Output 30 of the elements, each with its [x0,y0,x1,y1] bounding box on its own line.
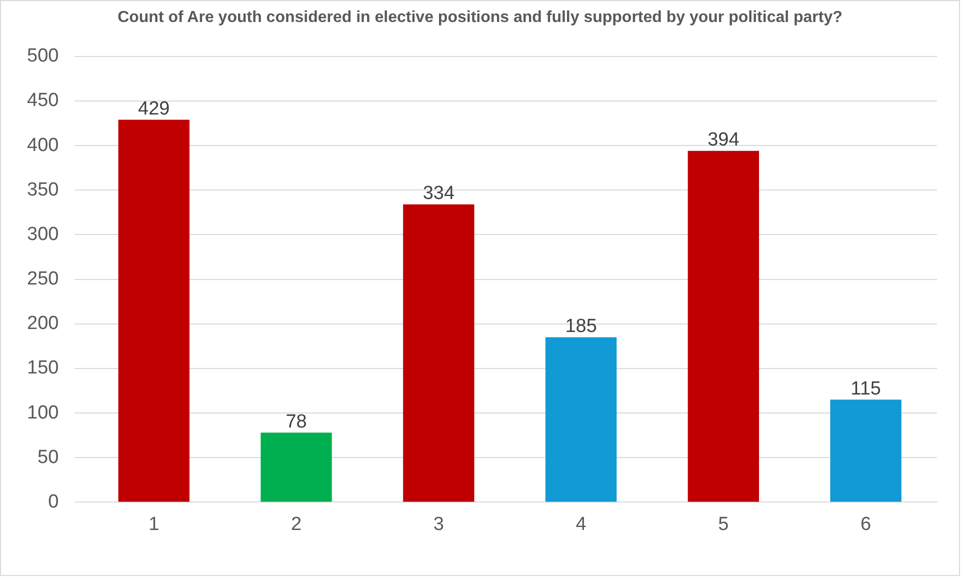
data-label: 185 [565,316,597,337]
data-label: 394 [708,130,740,151]
y-tick-label: 350 [27,179,59,200]
data-label: 429 [138,98,170,120]
bar [830,400,902,502]
bar [260,432,332,502]
x-tick-label: 6 [860,514,872,535]
data-label: 334 [422,183,455,204]
y-tick-label: 200 [27,313,59,334]
y-tick-label: 450 [27,90,59,112]
x-tick-label: 5 [718,514,729,535]
bar [545,337,617,502]
y-tick-label: 150 [27,358,59,379]
data-label: 78 [286,411,307,432]
bar [118,120,190,502]
bar [688,150,760,502]
y-tick-label: 300 [27,224,59,245]
y-tick-label: 100 [27,402,59,424]
y-tick-label: 0 [48,491,59,512]
x-tick-label: 1 [148,514,160,535]
x-tick-label: 3 [433,514,444,535]
y-tick-label: 50 [38,446,59,468]
x-tick-label: 2 [290,514,302,535]
data-label: 115 [850,378,881,400]
chart-title: Count of Are youth considered in elective positions and fully supported by your political party? [116,8,844,28]
bar [403,204,474,502]
y-tick-label: 400 [27,134,59,156]
x-tick-label: 4 [576,514,587,535]
y-tick-label: 250 [27,268,59,290]
y-tick-label: 500 [27,46,59,67]
